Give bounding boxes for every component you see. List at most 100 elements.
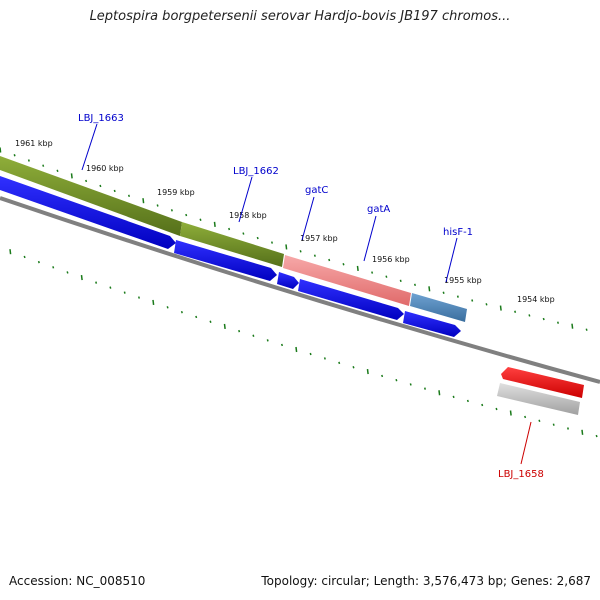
inner-tick-mark [152, 299, 155, 306]
scale-label-1957: 1957 kbp [300, 234, 338, 243]
inner-tick-mark [495, 407, 498, 411]
inner-tick-mark [552, 423, 555, 426]
outer-tick-mark [528, 314, 531, 317]
inner-tick-mark [595, 434, 598, 438]
leader-line-hisf1 [445, 237, 458, 283]
inner-tick-mark [9, 249, 12, 255]
gene-label-lbj1658[interactable]: LBJ_1658 [498, 469, 544, 480]
genome-backbone [0, 196, 600, 384]
scale-label-1961: 1961 kbp [15, 139, 53, 148]
gene-feature-gray-lbj1658[interactable] [497, 383, 580, 415]
inner-tick-mark [223, 323, 226, 330]
gene-label-lbj1662[interactable]: LBJ_1662 [233, 166, 279, 177]
outer-tick-mark [42, 164, 45, 167]
leader-line-lbj1658 [520, 421, 532, 465]
cds-arrow-3[interactable] [277, 272, 299, 289]
cds-arrow-4[interactable] [298, 279, 404, 320]
outer-tick-mark [471, 299, 474, 302]
scale-label-1954: 1954 kbp [517, 295, 555, 304]
outer-tick-mark [442, 291, 445, 294]
accession-text: Accession: NC_008510 [9, 574, 146, 588]
gene-feature-pink-gatc-gata[interactable] [283, 255, 411, 306]
inner-tick-mark [338, 361, 341, 365]
outer-tick-mark [556, 321, 560, 324]
outer-tick-mark [85, 179, 88, 183]
inner-tick-mark [266, 339, 269, 342]
inner-tick-mark [123, 291, 126, 294]
inner-tick-mark [209, 320, 212, 323]
inner-tick-mark [180, 310, 183, 314]
outer-tick-mark [0, 147, 2, 153]
inner-tick-mark [466, 399, 469, 403]
outer-tick-mark [70, 173, 73, 179]
outer-tick-mark [156, 204, 159, 207]
outer-tick-mark [142, 198, 145, 204]
outer-tick-mark [270, 241, 274, 244]
gene-feature-olive-lbj1663[interactable] [0, 156, 182, 236]
outer-tick-mark [199, 218, 202, 221]
inner-tick-mark [137, 296, 141, 299]
inner-tick-mark [23, 255, 26, 259]
outer-tick-mark [385, 275, 388, 278]
inner-tick-mark [80, 274, 83, 281]
inner-tick-mark [524, 415, 527, 419]
outer-tick-mark [356, 265, 359, 272]
outer-tick-mark [256, 236, 259, 240]
outer-tick-mark [399, 279, 402, 282]
inner-tick-mark [366, 369, 369, 375]
inner-tick-mark [309, 352, 312, 356]
inner-tick-mark [323, 357, 326, 360]
leader-line-lbj1663 [81, 123, 98, 171]
inner-tick-mark [481, 403, 484, 407]
outer-tick-mark [542, 317, 545, 321]
inner-scale-ticks [9, 249, 598, 438]
outer-tick-mark [499, 305, 502, 311]
outer-tick-mark [13, 154, 16, 157]
scale-label-1960: 1960 kbp [86, 164, 124, 173]
gene-label-gata[interactable]: gatA [367, 204, 390, 215]
outer-tick-mark [571, 323, 574, 329]
inner-tick-mark [280, 343, 284, 347]
cds-arrow-2[interactable] [174, 240, 277, 281]
inner-tick-mark [538, 419, 541, 423]
inner-tick-mark [37, 260, 40, 264]
inner-tick-mark [438, 390, 441, 396]
outer-tick-mark [485, 303, 488, 306]
outer-tick-mark [456, 295, 459, 298]
inner-tick-mark [452, 395, 455, 399]
cds-arrow-5[interactable] [403, 311, 461, 337]
inner-tick-mark [352, 366, 355, 369]
inner-tick-mark [195, 315, 198, 319]
outer-tick-mark [585, 328, 588, 331]
gene-label-hisf1[interactable]: hisF-1 [443, 227, 473, 238]
outer-tick-mark [413, 283, 417, 287]
outer-tick-mark [213, 221, 216, 227]
cds-arrow-1[interactable] [0, 176, 176, 249]
inner-tick-mark [509, 410, 512, 416]
gene-feature-olive-lbj1662[interactable] [180, 222, 284, 267]
leader-line-lbj1662 [238, 176, 253, 223]
inner-tick-mark [66, 271, 69, 274]
inner-tick-mark [566, 427, 570, 430]
outer-scale-ticks [0, 147, 588, 331]
gene-label-gatc[interactable]: gatC [305, 185, 328, 196]
scale-label-1956: 1956 kbp [372, 255, 410, 264]
outer-tick-mark [285, 244, 288, 250]
gene-feature-red-lbj1658[interactable] [501, 367, 584, 398]
inner-tick-mark [295, 346, 298, 353]
outer-tick-mark [299, 250, 302, 253]
scale-label-1958: 1958 kbp [229, 211, 267, 220]
gene-label-lbj1663[interactable]: LBJ_1663 [78, 113, 124, 124]
inner-tick-mark [423, 387, 427, 390]
inner-tick-mark [95, 281, 98, 284]
inner-tick-mark [381, 374, 384, 378]
inner-tick-mark [238, 329, 241, 333]
outer-tick-mark [185, 213, 188, 217]
outer-tick-mark [313, 254, 316, 257]
inner-tick-mark [252, 334, 255, 337]
outer-tick-mark [328, 258, 331, 262]
inner-tick-mark [52, 266, 55, 269]
gene-feature-steel-hisf1[interactable] [410, 293, 467, 322]
outer-tick-mark [170, 209, 173, 212]
map-title: Leptospira borgpetersenii serovar Hardjo… [89, 9, 511, 24]
